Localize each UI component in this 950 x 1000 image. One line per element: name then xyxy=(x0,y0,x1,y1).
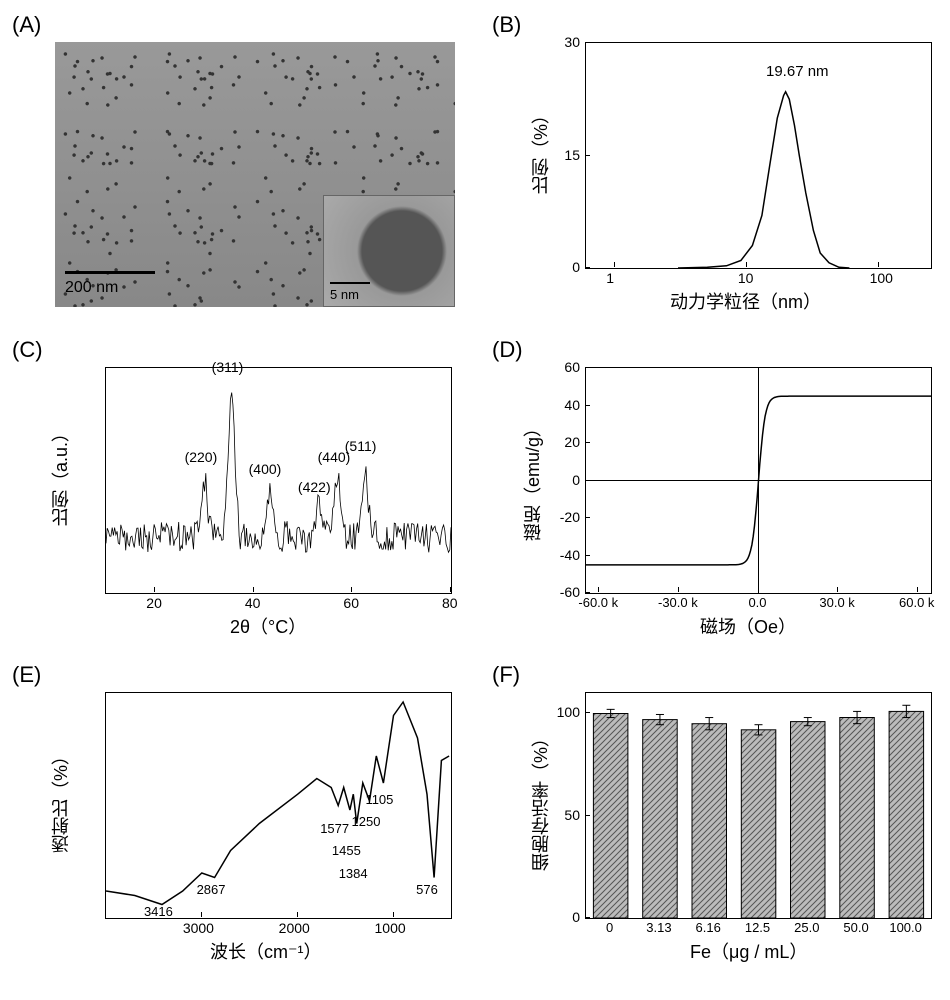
ftir-peak-label: 1250 xyxy=(352,814,381,829)
ftir-peak-label: 2867 xyxy=(197,882,226,897)
xtick: 60 xyxy=(343,595,359,611)
panel-f-label: (F) xyxy=(492,662,520,688)
ytick: 40 xyxy=(552,397,580,413)
ytick: -60 xyxy=(552,584,580,600)
panel-b-ylabel: 比例（%） xyxy=(528,90,554,210)
panel-d-ylabel: 磁矩（emu/g） xyxy=(520,405,546,555)
ftir-peak-label: 1105 xyxy=(365,792,393,807)
panel-e: (E) 3416 2867 1577 1455 1384 1250 1105 576 透射比（… xyxy=(10,660,480,970)
xtick: -30.0 k xyxy=(658,595,698,610)
xrd-peak-label: (422) xyxy=(298,479,331,495)
panel-a: (A) 200 nm 5 nm xyxy=(10,10,480,320)
xtick: 0 xyxy=(594,920,626,935)
ftir-peak-label: 1577 xyxy=(320,821,349,836)
panel-c: (C) (220)(311)(400)(422)(440)(511) 比例（a.… xyxy=(10,335,480,645)
panel-c-xlabel: 2θ（°C） xyxy=(230,613,306,639)
xtick: 40 xyxy=(245,595,261,611)
xtick: 80 xyxy=(442,595,458,611)
panel-b-chart: 19.67 nm xyxy=(585,42,932,269)
bar xyxy=(791,722,826,918)
panel-d: (D) 磁矩（emu/g） 磁场（Oe） -60.0 k -30.0 k 0.0 30… xyxy=(490,335,950,645)
panel-e-xlabel: 波长（cm⁻¹） xyxy=(210,938,322,964)
panel-e-label: (E) xyxy=(12,662,41,688)
panel-c-svg xyxy=(106,368,451,593)
xrd-peak-label: (311) xyxy=(212,359,244,375)
bar xyxy=(840,718,875,919)
xtick: 3.13 xyxy=(643,920,675,935)
xtick: 3000 xyxy=(183,920,214,936)
panel-d-label: (D) xyxy=(492,337,523,363)
ytick: -40 xyxy=(552,547,580,563)
figure-grid: (A) 200 nm 5 nm (B) 19.67 nm 比例（%） 动力学粒径… xyxy=(10,10,950,970)
scale-bar-main: 200 nm xyxy=(65,261,155,297)
bar xyxy=(889,711,924,918)
bar xyxy=(741,730,776,918)
ytick: 0 xyxy=(560,259,580,275)
panel-b-label: (B) xyxy=(492,12,521,38)
scale-bar-inset: 5 nm xyxy=(330,272,370,302)
ytick: -20 xyxy=(552,509,580,525)
bar xyxy=(692,724,727,918)
panel-f-svg xyxy=(586,693,931,918)
panel-f-ylabel: 细胞存活率（%） xyxy=(528,720,554,880)
panel-f-xlabel: Fe（μg / mL） xyxy=(690,938,807,964)
xrd-peak-label: (511) xyxy=(345,438,377,454)
panel-f: (F) 细胞存活率（%） Fe（μg / mL） 0 3.13 6.16 12.5 25… xyxy=(490,660,950,970)
xtick: 12.5 xyxy=(742,920,774,935)
panel-d-xlabel: 磁场（Oe） xyxy=(700,613,796,639)
ytick: 0 xyxy=(552,472,580,488)
xtick: 10 xyxy=(738,270,754,286)
xtick: -60.0 k xyxy=(578,595,618,610)
xtick: 100 xyxy=(870,270,893,286)
xtick: 0.0 xyxy=(738,595,778,610)
panel-e-ylabel: 透射比（%） xyxy=(48,740,74,860)
xtick: 100.0 xyxy=(889,920,921,935)
ytick: 20 xyxy=(552,434,580,450)
tem-inset: 5 nm xyxy=(323,195,455,307)
ytick: 100 xyxy=(552,704,580,720)
ftir-peak-label: 3416 xyxy=(144,904,173,919)
ftir-peak-label: 1455 xyxy=(332,843,361,858)
xtick: 6.16 xyxy=(692,920,724,935)
xtick: 50.0 xyxy=(840,920,872,935)
ftir-peak-label: 576 xyxy=(416,882,438,897)
ytick: 50 xyxy=(552,807,580,823)
panel-c-label: (C) xyxy=(12,337,43,363)
bar xyxy=(593,714,628,919)
xtick: 25.0 xyxy=(791,920,823,935)
panel-c-chart: (220)(311)(400)(422)(440)(511) xyxy=(105,367,452,594)
ytick: 30 xyxy=(560,34,580,50)
ytick: 0 xyxy=(552,909,580,925)
panel-c-ylabel: 比例（a.u.） xyxy=(48,415,74,535)
ytick: 60 xyxy=(552,359,580,375)
tem-image: 200 nm 5 nm xyxy=(55,42,455,307)
peak-label-b: 19.67 nm xyxy=(766,63,829,80)
ftir-peak-label: 1384 xyxy=(339,866,368,881)
panel-b-xlabel: 动力学粒径（nm） xyxy=(670,288,821,314)
ytick: 15 xyxy=(560,147,580,163)
xtick: 1000 xyxy=(375,920,406,936)
panel-a-label: (A) xyxy=(12,12,41,38)
panel-e-chart: 3416 2867 1577 1455 1384 1250 1105 576 xyxy=(105,692,452,919)
xtick: 1 xyxy=(606,270,614,286)
bar xyxy=(643,720,678,918)
panel-d-chart xyxy=(585,367,932,594)
xtick: 2000 xyxy=(279,920,310,936)
scale-bar-main-text: 200 nm xyxy=(65,279,118,296)
panel-b: (B) 19.67 nm 比例（%） 动力学粒径（nm） 1 10 100 0 15 30 xyxy=(490,10,950,320)
xrd-peak-label: (400) xyxy=(249,461,282,477)
panel-d-svg xyxy=(586,368,931,593)
scale-bar-inset-text: 5 nm xyxy=(330,287,359,302)
panel-e-svg xyxy=(106,693,451,918)
xrd-peak-label: (220) xyxy=(185,449,218,465)
panel-f-chart xyxy=(585,692,932,919)
xtick: 30.0 k xyxy=(817,595,857,610)
xtick: 20 xyxy=(146,595,162,611)
panel-b-svg xyxy=(586,43,931,268)
xtick: 60.0 k xyxy=(897,595,937,610)
